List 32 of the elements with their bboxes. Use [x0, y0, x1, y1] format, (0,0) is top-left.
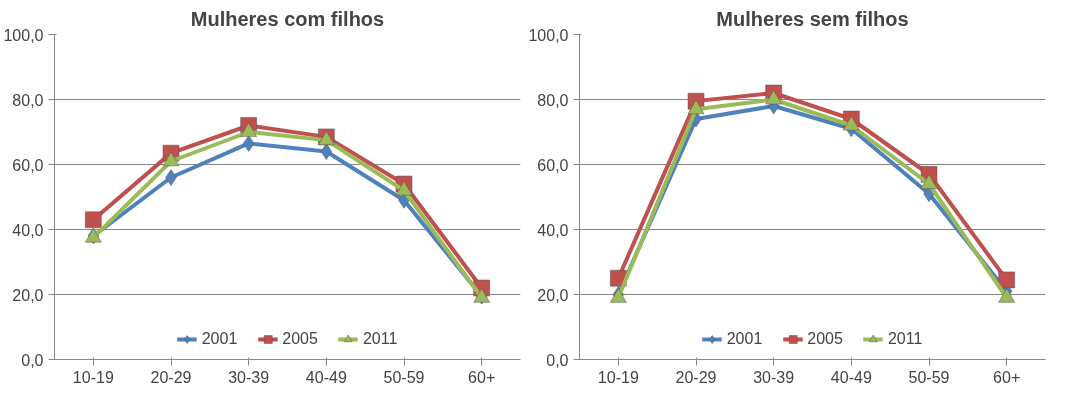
x-tick-label: 10-19 — [72, 368, 114, 386]
legend-label: 2001 — [201, 330, 238, 348]
y-tick-label: 20,0 — [12, 286, 44, 304]
y-tick-label: 40,0 — [537, 221, 569, 239]
x-tick-label: 40-49 — [830, 368, 872, 386]
x-tick-label: 50-59 — [383, 368, 425, 386]
legend-label: 2001 — [726, 330, 763, 348]
y-tick-label: 60,0 — [537, 156, 569, 174]
y-tick-label: 100,0 — [528, 26, 569, 44]
legend-label: 2011 — [887, 330, 923, 348]
y-tick-label: 0,0 — [546, 351, 569, 369]
y-tick-label: 80,0 — [12, 91, 44, 109]
chart-title: Mulheres com filhos — [190, 7, 385, 30]
chart-title: Mulheres sem filhos — [716, 7, 909, 30]
y-tick-label: 60,0 — [12, 156, 44, 174]
x-tick-label: 20-29 — [150, 368, 192, 386]
legend-label: 2011 — [362, 330, 398, 348]
y-tick-label: 0,0 — [21, 351, 44, 369]
y-tick-label: 40,0 — [12, 221, 44, 239]
y-tick-label: 20,0 — [537, 286, 569, 304]
x-tick-label: 30-39 — [228, 368, 270, 386]
x-tick-label: 60+ — [468, 368, 496, 386]
x-tick-label: 10-19 — [597, 368, 639, 386]
y-tick-label: 80,0 — [537, 91, 569, 109]
x-tick-label: 50-59 — [908, 368, 950, 386]
x-tick-label: 40-49 — [305, 368, 347, 386]
x-tick-label: 30-39 — [753, 368, 795, 386]
y-tick-label: 100,0 — [3, 26, 44, 44]
x-tick-label: 20-29 — [675, 368, 717, 386]
legend-label: 2005 — [807, 330, 843, 348]
legend-label: 2005 — [282, 330, 318, 348]
x-tick-label: 60+ — [993, 368, 1021, 386]
